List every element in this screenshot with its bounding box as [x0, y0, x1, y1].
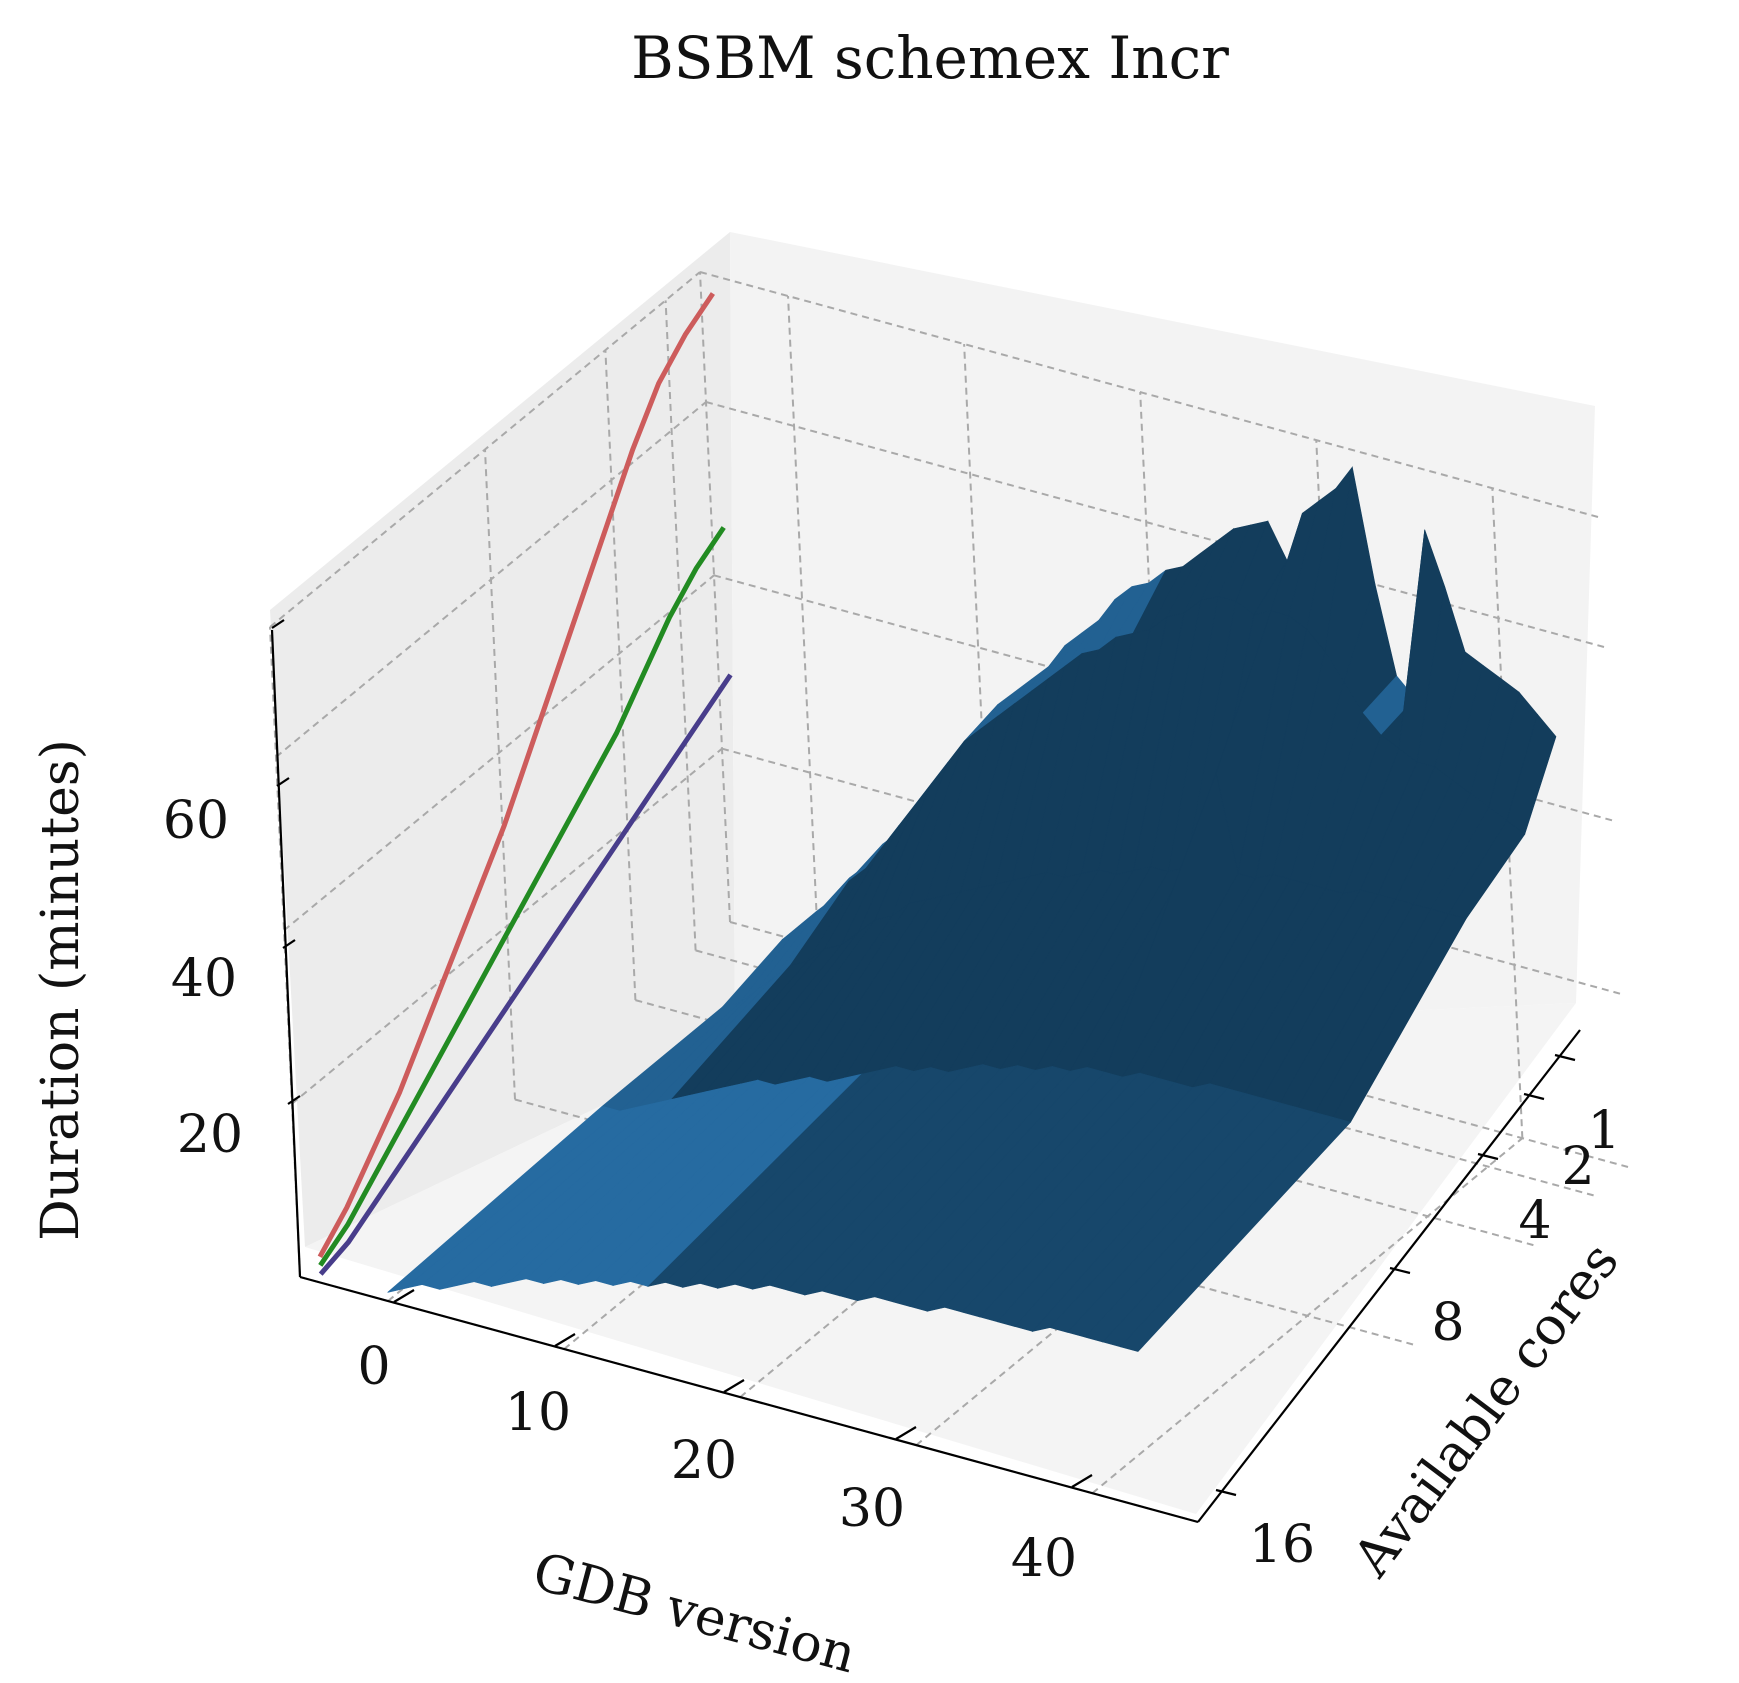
z-tick-top — [271, 619, 285, 629]
grid-left-y-8 — [484, 449, 516, 1100]
wall-line-2 — [318, 526, 726, 1267]
z-axis-title: Duration (minutes) — [31, 739, 91, 1241]
x-tick-label-20: 20 — [671, 1431, 737, 1491]
x-tick-label-30: 30 — [839, 1479, 905, 1539]
z-tick-label-60: 60 — [163, 791, 229, 851]
x-tick-40 — [1071, 1474, 1093, 1488]
x-tick-0 — [393, 1289, 415, 1303]
grid-left-y-1 — [699, 271, 731, 923]
z-tick-label-40: 40 — [171, 949, 237, 1009]
tick-labels: 0 10 20 30 40 1 2 4 8 16 20 40 60 — [163, 791, 1621, 1589]
z-tick-20 — [287, 1095, 301, 1105]
y-tick-label-1: 1 — [1587, 1101, 1620, 1161]
grid-left-z-40 — [283, 574, 715, 932]
grid-left-z-60 — [275, 401, 707, 758]
y-tick-8 — [1389, 1266, 1411, 1275]
grid-left-z-75 — [269, 271, 701, 628]
z-axis-line — [270, 629, 302, 1278]
z-tick-60 — [276, 777, 290, 787]
axis-lines — [270, 629, 1581, 1524]
grid-left-z-20 — [291, 747, 723, 1105]
x-axis-title: GDB version — [527, 1542, 862, 1683]
x-tick-label-0: 0 — [357, 1337, 390, 1397]
x-axis-line — [299, 1275, 1199, 1524]
ticks — [271, 619, 1576, 1497]
wall-line-3 — [318, 673, 733, 1276]
x-tick-label-10: 10 — [505, 1383, 571, 1443]
x-tick-label-40: 40 — [1011, 1529, 1077, 1589]
y-tick-2 — [1523, 1092, 1545, 1101]
surface-face-3-42 — [1119, 1116, 1352, 1352]
wall-projection-lines — [317, 292, 733, 1276]
grid-back-x-0 — [787, 295, 820, 947]
z-tick-40 — [282, 939, 296, 949]
y-tick-label-4: 4 — [1518, 1191, 1551, 1251]
x-tick-10 — [554, 1333, 576, 1347]
grid-left-y-2 — [664, 300, 697, 951]
y-axis-line — [1197, 1029, 1581, 1523]
z-tick-label-20: 20 — [177, 1105, 243, 1165]
wall-line-1 — [317, 292, 715, 1258]
y-tick-1 — [1554, 1053, 1576, 1062]
y-tick-label-2: 2 — [1561, 1137, 1594, 1197]
y-tick-label-8: 8 — [1431, 1293, 1464, 1353]
x-tick-30 — [895, 1426, 917, 1440]
y-axis-title: Available cores — [1341, 1232, 1630, 1588]
y-tick-label-16: 16 — [1249, 1515, 1315, 1575]
y-tick-16 — [1215, 1488, 1237, 1497]
grid-left-y-4 — [604, 350, 637, 1001]
y-tick-4 — [1477, 1152, 1499, 1161]
x-tick-20 — [723, 1379, 745, 1393]
chart-title: BSBM schemex Incr — [631, 24, 1229, 92]
surface-plot — [387, 466, 1557, 1352]
